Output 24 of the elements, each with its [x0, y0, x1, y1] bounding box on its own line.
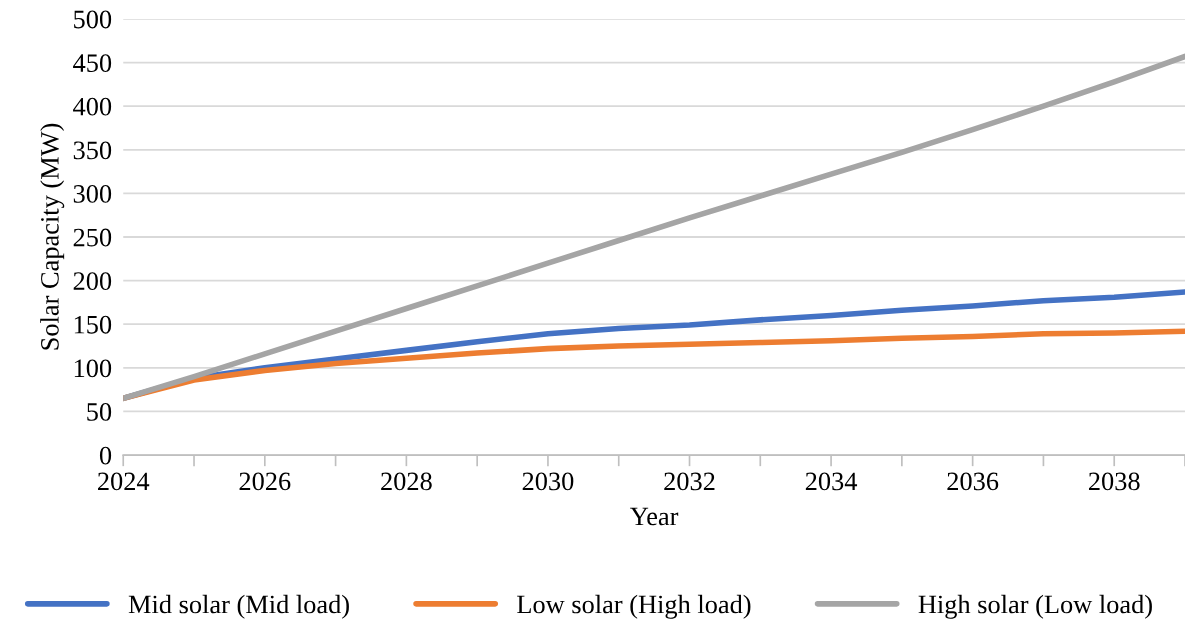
y-axis-title: Solar Capacity (MW): [40, 123, 65, 350]
y-tick-label: 250: [73, 228, 112, 247]
x-tick-label: 2024: [98, 472, 150, 491]
y-tick-label: 150: [74, 315, 112, 334]
legend-label: High solar (Low load): [918, 594, 1152, 619]
x-tick-label: 2026: [239, 472, 291, 491]
y-tick-label: 50: [87, 403, 112, 421]
y-tick-label: 450: [73, 54, 112, 72]
y-tick-label: 0: [99, 446, 112, 465]
x-tick-label: 2028: [381, 472, 432, 491]
x-tick-label: 2032: [664, 472, 715, 491]
y-tick-label: 100: [74, 359, 112, 378]
y-tick-label: 500: [74, 10, 112, 29]
y-tick-label: 200: [73, 272, 112, 291]
y-tick-label: 300: [73, 185, 112, 203]
x-axis-title: Year: [630, 507, 679, 526]
x-tick-label: 2038: [1088, 472, 1140, 491]
legend-label: Mid solar (Mid load): [128, 594, 349, 619]
x-tick-label: 2036: [947, 472, 999, 491]
legend-label: Low solar (High load): [517, 594, 751, 619]
x-tick-label: 2034: [805, 472, 858, 491]
y-tick-label: 400: [73, 97, 112, 116]
y-tick-label: 350: [73, 141, 112, 160]
x-tick-label: 2030: [522, 472, 574, 491]
